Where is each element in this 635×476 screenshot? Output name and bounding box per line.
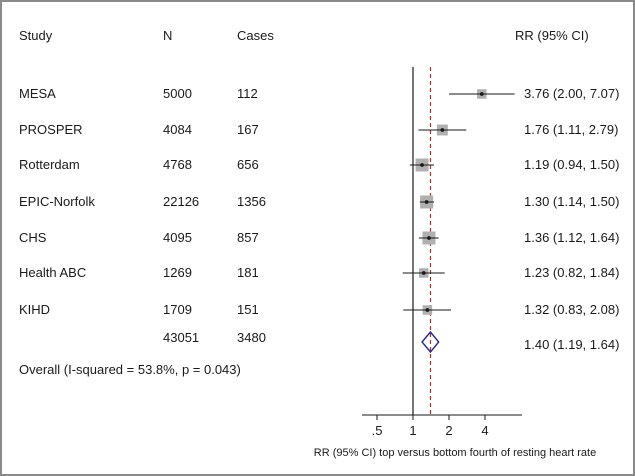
study-rr-label: 3.76 (2.00, 7.07) xyxy=(524,86,620,101)
x-axis-tick-label: 1 xyxy=(409,423,416,438)
study-n: 22126 xyxy=(163,194,200,209)
study-rr-label: 1.32 (0.83, 2.08) xyxy=(524,302,620,317)
study-cases: 167 xyxy=(237,122,259,137)
study-name: EPIC-Norfolk xyxy=(19,194,95,209)
study-cases: 1356 xyxy=(237,194,266,209)
study-rr-label: 1.76 (1.11, 2.79) xyxy=(524,122,619,137)
study-n: 4084 xyxy=(163,122,192,137)
x-axis-tick-label: .5 xyxy=(372,423,383,438)
study-n: 5000 xyxy=(163,86,192,101)
study-point xyxy=(420,163,424,167)
study-rr-label: 1.30 (1.14, 1.50) xyxy=(524,194,620,209)
study-point xyxy=(427,236,431,240)
study-name: Rotterdam xyxy=(19,157,80,172)
study-cases: 656 xyxy=(237,157,259,172)
study-cases: 151 xyxy=(237,302,259,317)
study-name: MESA xyxy=(19,86,56,101)
column-header-n: N xyxy=(163,28,173,43)
study-name: Health ABC xyxy=(19,265,87,280)
x-axis-tick-label: 2 xyxy=(445,423,452,438)
overall-rr-label: 1.40 (1.19, 1.64) xyxy=(524,337,620,352)
study-rr-label: 1.36 (1.12, 1.64) xyxy=(524,230,620,245)
overall-cases: 3480 xyxy=(237,330,266,345)
study-name: KIHD xyxy=(19,302,51,317)
study-n: 1709 xyxy=(163,302,192,317)
study-point xyxy=(425,308,430,312)
column-header-rr: RR (95% CI) xyxy=(515,28,589,43)
study-point xyxy=(424,200,429,204)
study-point xyxy=(421,271,426,275)
study-cases: 857 xyxy=(237,230,259,245)
study-rr-label: 1.23 (0.82, 1.84) xyxy=(524,265,620,280)
study-cases: 112 xyxy=(237,86,258,101)
study-point xyxy=(440,128,445,132)
study-n: 4095 xyxy=(163,230,192,245)
overall-diamond xyxy=(421,330,440,354)
study-rr-label: 1.19 (0.94, 1.50) xyxy=(524,157,620,172)
x-axis-tick-label: 4 xyxy=(481,423,488,438)
overall-n: 43051 xyxy=(163,330,200,345)
study-cases: 181 xyxy=(237,265,259,280)
study-n: 4768 xyxy=(163,157,192,172)
study-point xyxy=(479,92,484,96)
column-header-study: Study xyxy=(19,28,53,43)
study-name: PROSPER xyxy=(19,122,83,137)
overall-heterogeneity-label: Overall (I-squared = 53.8%, p = 0.043) xyxy=(19,362,241,377)
study-name: CHS xyxy=(19,230,47,245)
study-n: 1269 xyxy=(163,265,192,280)
column-header-cases: Cases xyxy=(237,28,274,43)
x-axis-title: RR (95% CI) top versus bottom fourth of … xyxy=(314,447,596,459)
